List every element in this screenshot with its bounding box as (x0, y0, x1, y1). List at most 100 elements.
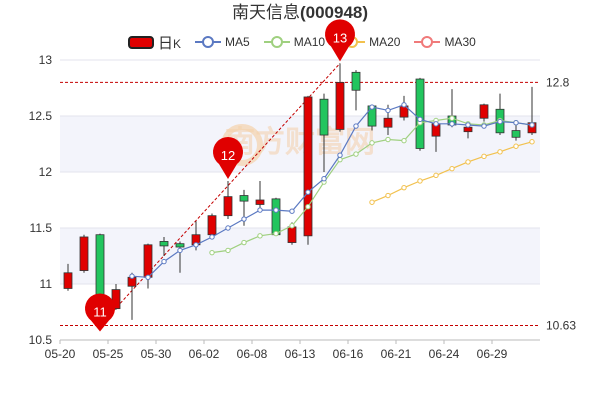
candle-body (159, 241, 169, 247)
ma5-line-point (305, 189, 311, 195)
legend-item-k[interactable]: 日K (128, 32, 181, 53)
price-marker-pin-icon (213, 136, 243, 179)
legend-ma30-label: MA30 (444, 35, 476, 49)
candle-body (79, 236, 89, 271)
candle-body (319, 98, 329, 136)
ma10-line-point (449, 115, 455, 121)
ma5-line-point (353, 123, 359, 129)
trend-line (99, 63, 341, 326)
ma20-line-point (513, 143, 519, 149)
ma10-line-point (353, 151, 359, 157)
ma20-line-point (497, 149, 503, 155)
candle-body (111, 289, 121, 310)
ma5-line-point (465, 122, 471, 128)
candle-body (63, 272, 73, 289)
ma10-line-point (209, 249, 215, 256)
legend: 日K MA5 MA10 MA20 MA30 (128, 32, 490, 53)
legend-item-ma10[interactable]: MA10 (263, 35, 326, 49)
price-marker-pin-icon (85, 293, 115, 332)
line-swatch-icon (263, 35, 290, 49)
ma5-line-point (481, 123, 487, 129)
ma5-line-point (289, 208, 295, 214)
reference-label: 12.8 (546, 75, 570, 89)
x-tick-label: 05-25 (93, 347, 124, 361)
x-tick-label: 06-29 (477, 347, 508, 361)
stock-code: (000948) (299, 3, 369, 22)
candle-body (463, 126, 473, 133)
x-tick-label: 06-21 (381, 347, 412, 361)
reference-label: 10.63 (546, 318, 576, 332)
y-tick-label: 11 (40, 277, 53, 291)
candle-body (511, 130, 521, 138)
ma10-line-point (225, 247, 231, 254)
candle-body (271, 198, 281, 236)
candle-body (303, 96, 313, 237)
grid-band (60, 116, 540, 172)
y-tick-label: 12 (39, 165, 53, 179)
y-tick-label: 11.5 (30, 221, 53, 235)
ma5-line-point (401, 102, 407, 108)
ma5-line-point (433, 121, 439, 127)
ma5-line-point (417, 116, 423, 123)
y-tick-label: 12.5 (29, 109, 53, 123)
ma5-line-point (161, 258, 167, 265)
chart-title: 南天信息(000948) (0, 0, 600, 26)
ma20-line-point (417, 178, 423, 184)
x-tick-label: 06-24 (429, 347, 460, 361)
price-marker-label: 12 (221, 148, 235, 163)
ma5-line-point (529, 122, 535, 128)
line-swatch-icon (195, 35, 222, 49)
candle-swatch-icon (128, 35, 154, 49)
legend-ma10-label: MA10 (293, 35, 326, 49)
x-tick-label: 06-08 (237, 347, 268, 361)
ma5-line-point (273, 207, 279, 213)
candle-body (335, 82, 345, 130)
ma10-line-point (305, 204, 311, 210)
x-tick-label: 06-13 (285, 347, 316, 361)
candle-body (223, 196, 233, 217)
ma5-line-point (497, 118, 503, 125)
ma5-line-point (193, 242, 199, 248)
ma10-line-point (385, 136, 391, 143)
candle-body (207, 215, 217, 236)
price-marker-label: 13 (333, 30, 347, 45)
ma20-line-point (385, 192, 391, 199)
ma20-line-point (433, 172, 439, 179)
ma5-line-point (385, 107, 391, 114)
legend-item-ma30[interactable]: MA30 (414, 35, 476, 49)
ma20-line-point (529, 139, 535, 145)
ma10-line-point (289, 223, 295, 229)
ma5-line-point (369, 104, 375, 110)
ma5-line-point (513, 120, 519, 126)
ma5-line-point (209, 234, 215, 240)
x-tick-label: 05-30 (141, 347, 172, 361)
candle-body (255, 199, 265, 205)
ma5-line-point (225, 225, 231, 231)
ma5-line-point (177, 247, 183, 254)
ma10-line-point (241, 239, 247, 246)
price-marker-pin-icon (325, 19, 355, 62)
ma20-line-point (449, 165, 455, 172)
legend-item-ma5[interactable]: MA5 (195, 35, 250, 49)
ma5-line-point (257, 207, 263, 213)
candle-body (239, 195, 249, 202)
ma5-line-point (321, 176, 327, 182)
candle-body (175, 243, 185, 248)
ma5-line-point (145, 274, 151, 280)
candle-body (351, 71, 361, 91)
candle-body (415, 78, 425, 149)
ma5-line-point (337, 152, 343, 158)
legend-ma5-label: MA5 (225, 35, 250, 49)
ma20-line-point (401, 184, 407, 191)
ma10-line-point (369, 140, 375, 146)
ma10-line-point (401, 137, 407, 144)
ma5-line-point (129, 273, 135, 279)
legend-k-label: 日 (158, 34, 174, 52)
candle-body (287, 226, 297, 243)
ma5-line-point (241, 216, 247, 222)
ma10-line-point (257, 233, 263, 239)
legend-k-sub: K (173, 36, 182, 51)
x-tick-label: 06-16 (333, 347, 364, 361)
